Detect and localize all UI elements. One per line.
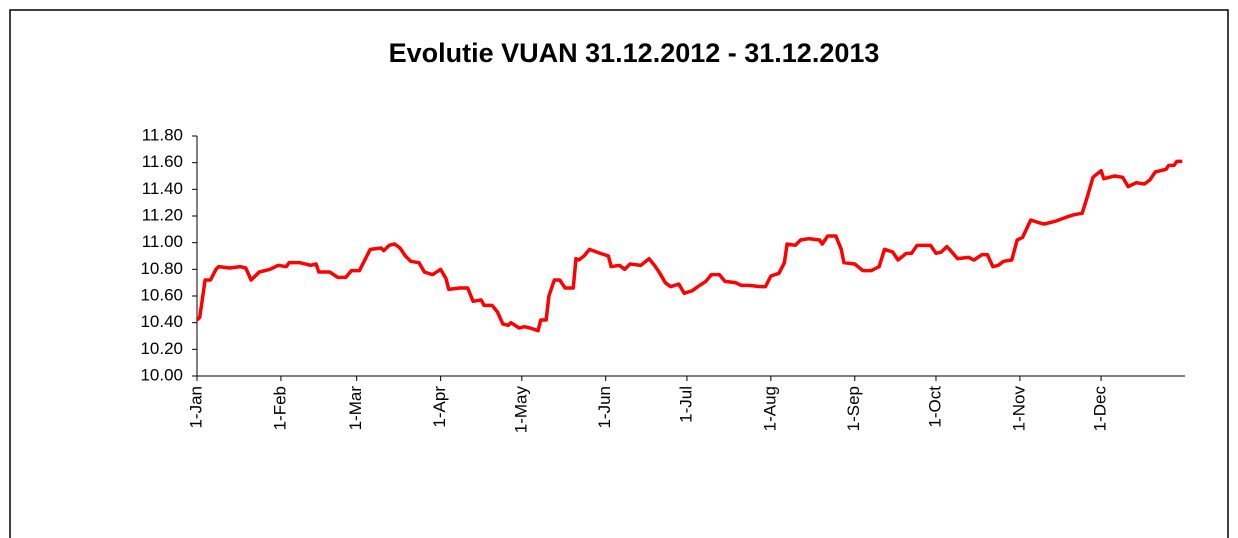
x-tick-label: 1-Jan bbox=[186, 386, 205, 429]
x-tick-label: 1-Dec bbox=[1091, 386, 1110, 432]
y-tick-label: 10.40 bbox=[140, 312, 183, 331]
x-tick-label: 1-Jun bbox=[595, 386, 614, 429]
x-tick-label: 1-May bbox=[511, 386, 530, 434]
y-tick-label: 10.80 bbox=[140, 259, 183, 278]
y-tick-label: 11.00 bbox=[142, 232, 183, 251]
y-tick-label: 11.20 bbox=[142, 205, 183, 224]
chart-title: Evolutie VUAN 31.12.2012 - 31.12.2013 bbox=[389, 38, 880, 68]
y-tick-label: 10.00 bbox=[140, 365, 183, 384]
y-tick-label: 10.60 bbox=[140, 285, 183, 304]
x-tick-label: 1-Oct bbox=[925, 386, 944, 428]
x-tick-label: 1-Aug bbox=[760, 386, 779, 431]
x-tick-label: 1-Jul bbox=[676, 386, 695, 423]
chart-frame bbox=[9, 9, 1229, 538]
x-tick-label: 1-Feb bbox=[270, 386, 289, 430]
data-line bbox=[195, 159, 1183, 333]
x-tick-label: 1-Sep bbox=[844, 386, 863, 431]
y-tick-label: 11.40 bbox=[142, 179, 183, 198]
y-tick-label: 10.20 bbox=[140, 339, 183, 358]
y-tick-label: 11.80 bbox=[142, 125, 183, 144]
x-tick-label: 1-Nov bbox=[1009, 386, 1028, 432]
x-tick-label: 1-Mar bbox=[346, 386, 365, 431]
y-tick-label: 11.60 bbox=[142, 152, 183, 171]
x-tick-label: 1-Apr bbox=[430, 386, 449, 428]
